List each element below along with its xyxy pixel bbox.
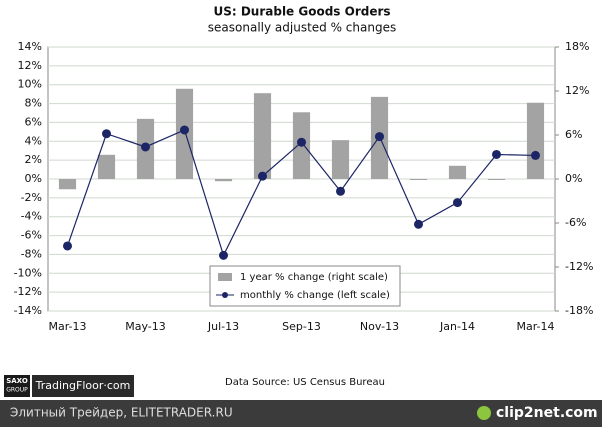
watermark: Элитный Трейдер, ELITETRADER.RU [10,406,233,420]
y-tick-label: -8% [21,247,42,260]
watermark: clip2net.com [496,405,598,421]
point [453,198,462,208]
logo-text: SAXO [6,377,28,385]
y-tick-label: -2% [21,191,42,204]
legend-swatch [218,273,232,281]
data-source: Data Source: US Census Bureau [225,377,385,388]
point [219,250,228,260]
legend-box [209,265,401,307]
x-tick-label: May-13 [125,320,166,333]
y-tick-label: 0% [25,172,42,185]
y-tick-label: 4% [25,134,42,147]
bar [526,102,545,179]
y-tick-label: 2% [25,153,42,166]
bar [214,179,233,182]
x-tick-label: Jul-13 [207,320,239,333]
watermark-icon [477,406,491,420]
x-tick-label: Jan-14 [439,320,475,333]
y2-tick-label: 18% [565,40,589,53]
bar [409,179,428,180]
y-tick-label: -4% [21,210,42,223]
footer: SAXO GROUP TradingFloor·com Data Source:… [0,375,602,427]
chart-subtitle: seasonally adjusted % changes [208,21,396,35]
point [492,149,501,159]
point [102,129,111,139]
y-tick-label: -6% [21,229,42,242]
logo [4,375,30,397]
watermark-bar [0,400,602,427]
point [63,241,72,251]
point [414,219,423,229]
x-tick-label: Nov-13 [360,320,399,333]
point [531,150,540,160]
point [375,132,384,142]
point [258,171,267,181]
y-tick-label: -10% [14,266,42,279]
point [297,137,306,147]
x-tick-label: Mar-14 [516,320,554,333]
y-tick-label: 12% [18,59,42,72]
point [180,125,189,135]
legend-swatch [222,292,228,298]
y2-tick-label: -12% [565,260,593,273]
bar [97,154,116,179]
x-tick-label: Mar-13 [48,320,86,333]
x-tick-label: Sep-13 [282,320,321,333]
bar [331,140,350,179]
y2-tick-label: -18% [565,304,593,317]
brand: TradingFloor·com [35,379,131,392]
logo-text: GROUP [6,387,28,394]
y-tick-label: -12% [14,285,42,298]
y-tick-label: 6% [25,115,42,128]
bar [487,179,506,180]
bar [253,93,272,179]
brand-box [32,375,134,397]
bar [448,165,467,179]
y2-tick-label: 12% [565,84,589,97]
legend-label: 1 year % change (right scale) [240,272,388,283]
legend-label: monthly % change (left scale) [240,290,390,301]
y-tick-label: 14% [18,40,42,53]
y-tick-label: -14% [14,304,42,317]
bar [58,179,77,190]
y2-tick-label: 0% [565,172,582,185]
point [141,142,150,152]
chart-title: US: Durable Goods Orders [213,5,390,19]
y2-tick-label: 6% [565,128,582,141]
y-tick-label: 8% [25,97,42,110]
point [336,186,345,196]
y2-tick-label: -6% [565,216,586,229]
y-tick-label: 10% [18,78,42,91]
